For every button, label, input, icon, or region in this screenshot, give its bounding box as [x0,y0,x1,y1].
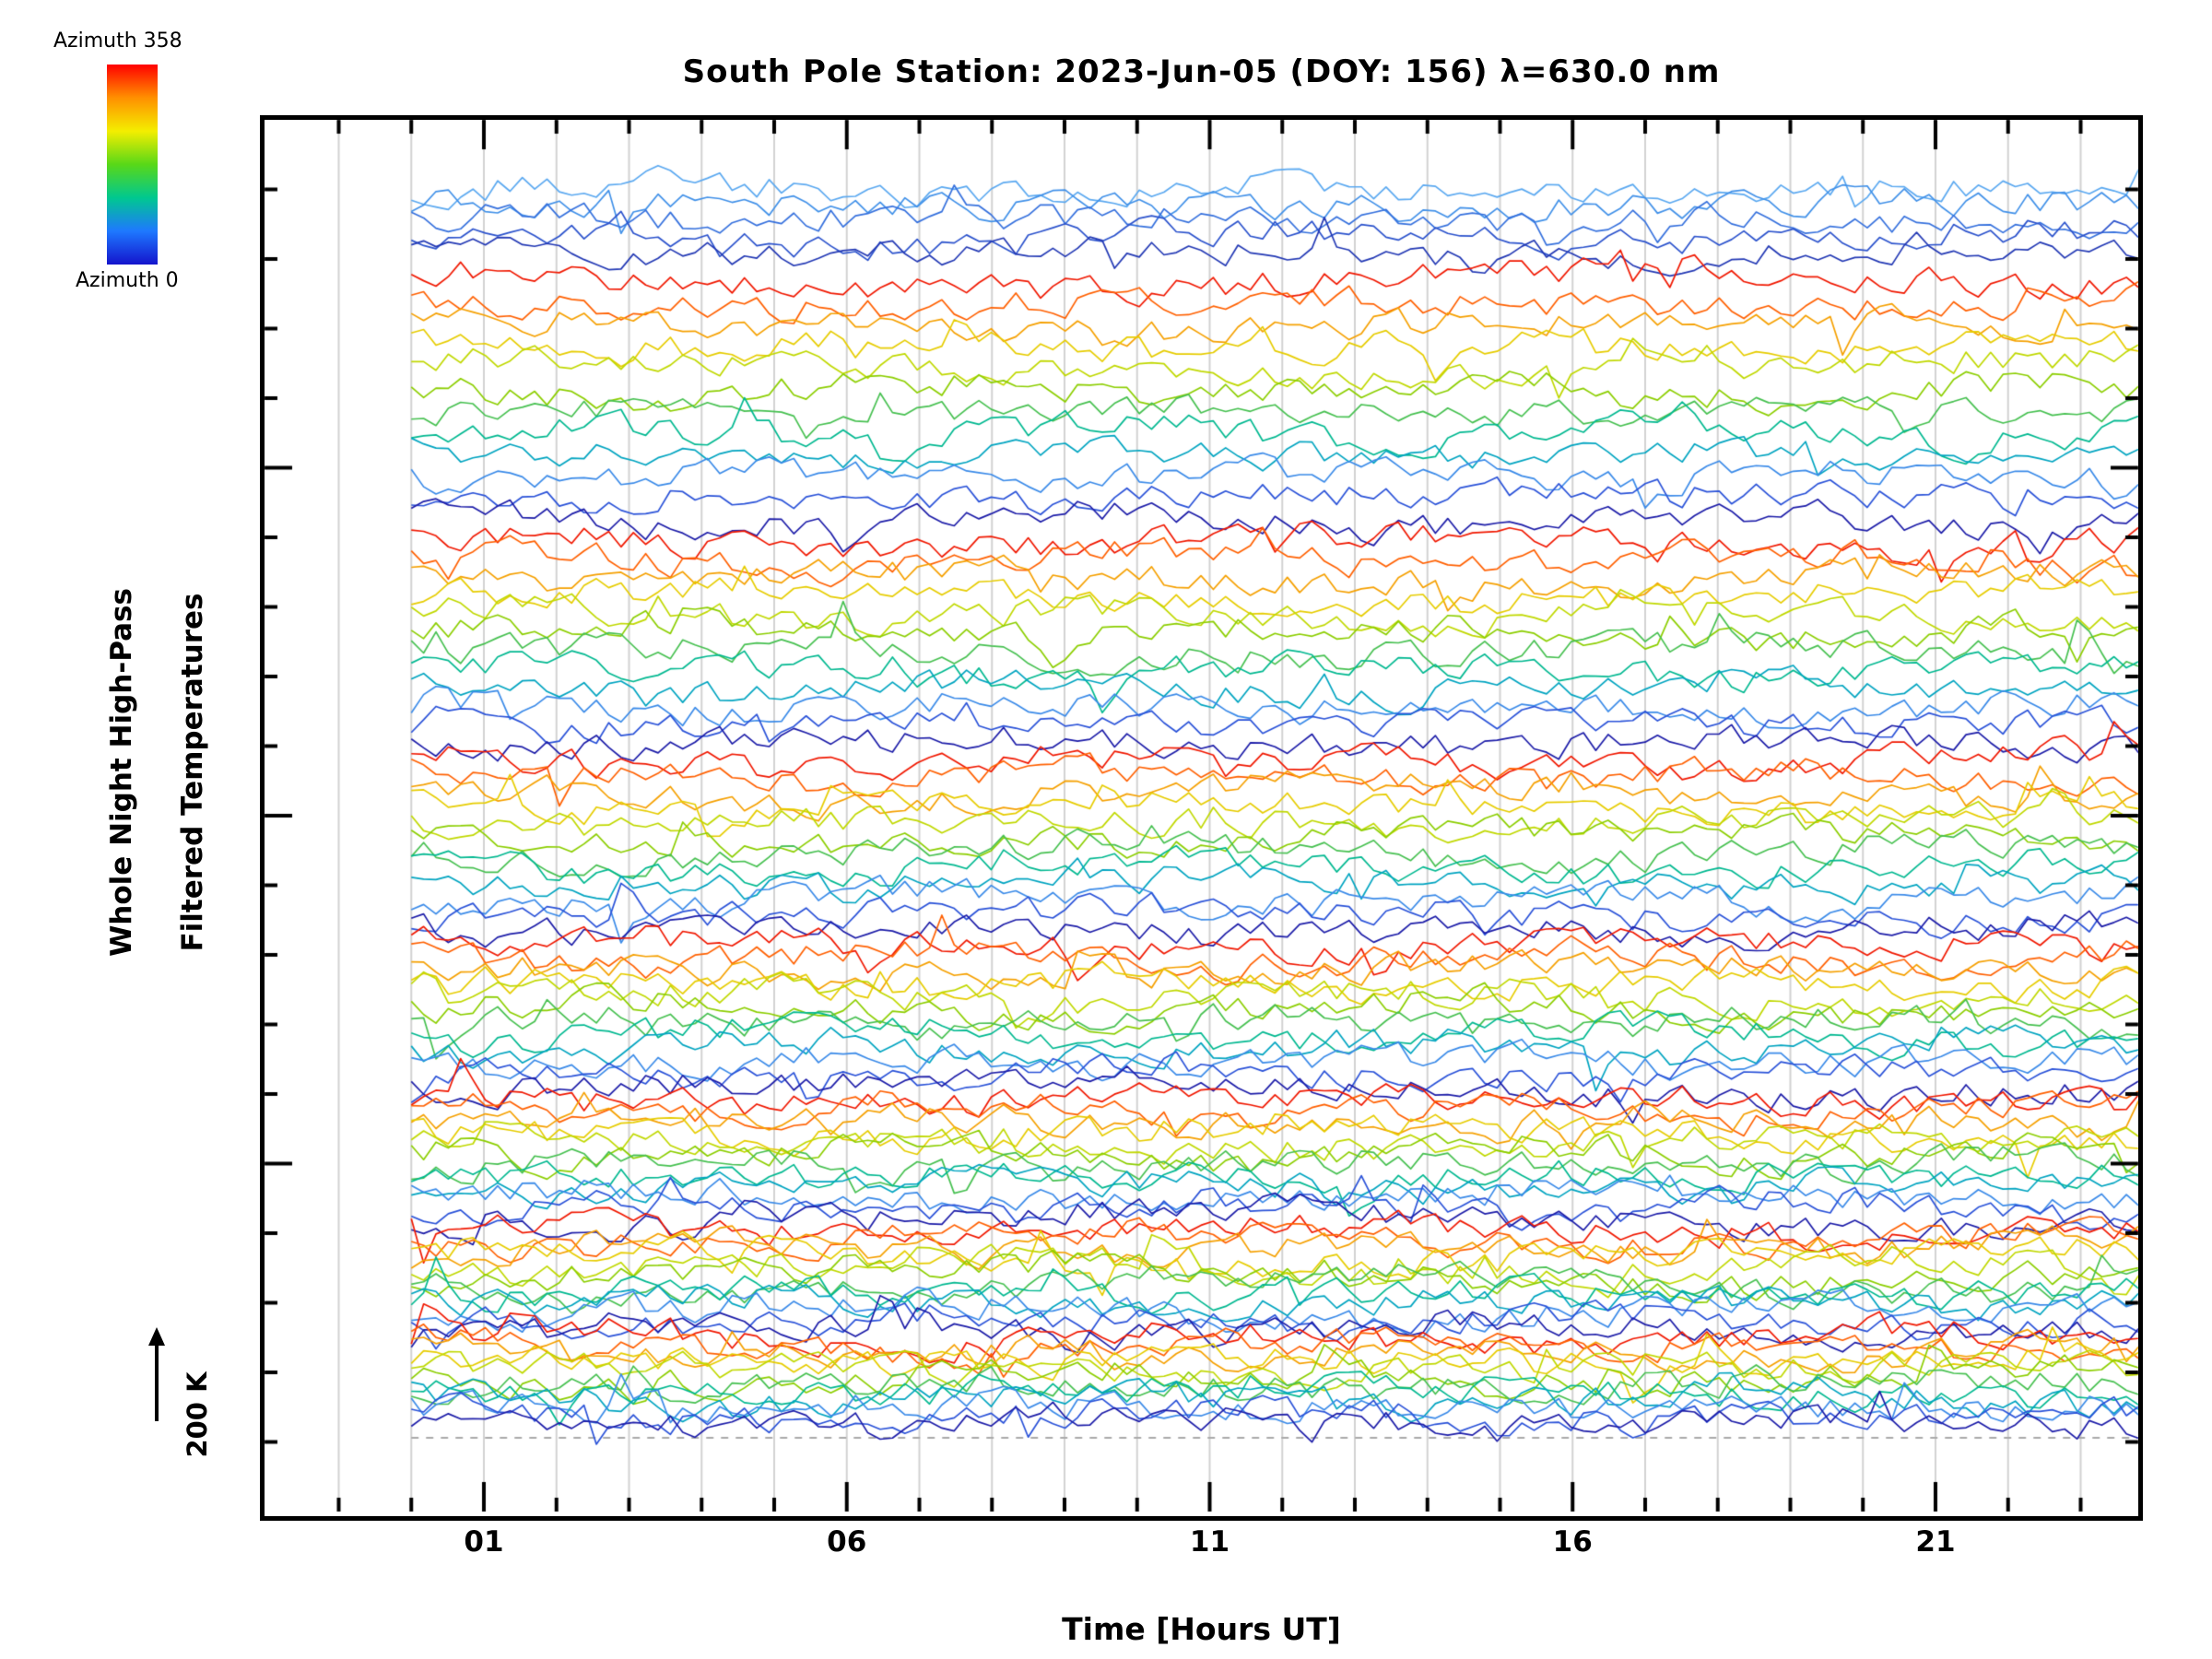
x-tick-label-06: 06 [827,1525,867,1559]
x-tick-label-11: 11 [1189,1525,1230,1559]
chart-title: South Pole Station: 2023-Jun-05 (DOY: 15… [682,53,1721,90]
colorbar-top-label: Azimuth 358 [53,29,182,53]
azimuth-colorbar [107,65,158,265]
scale-arrow-icon [148,1327,165,1421]
y-axis-label-line1: Whole Night High-Pass [105,588,138,957]
scale-bar-label: 200 K [182,1371,213,1458]
x-axis-label: Time [Hours UT] [1062,1611,1341,1647]
colorbar-bottom-label: Azimuth 0 [76,269,179,292]
x-tick-label-21: 21 [1915,1525,1956,1559]
y-axis-label-line2: Filtered Temperatures [176,593,209,952]
x-tick-label-16: 16 [1552,1525,1593,1559]
x-tick-label-01: 01 [464,1525,504,1559]
